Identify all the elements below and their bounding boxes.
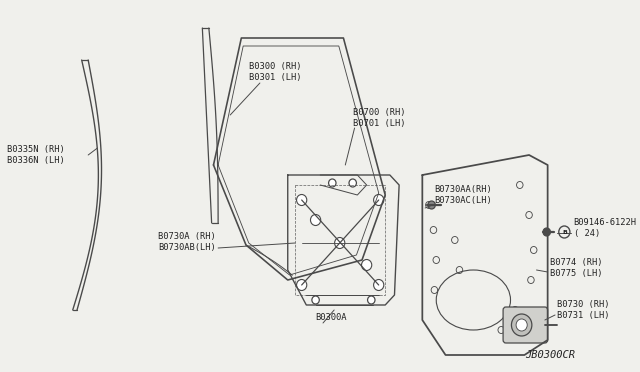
Circle shape bbox=[310, 215, 321, 225]
Text: B0730 (RH)
B0731 (LH): B0730 (RH) B0731 (LH) bbox=[557, 300, 609, 320]
Text: B0300A: B0300A bbox=[316, 314, 347, 323]
Circle shape bbox=[428, 201, 435, 209]
Text: B0335N (RH)
B0336N (LH): B0335N (RH) B0336N (LH) bbox=[8, 145, 65, 165]
Circle shape bbox=[374, 279, 384, 291]
Text: B0730A (RH)
B0730AB(LH): B0730A (RH) B0730AB(LH) bbox=[158, 232, 216, 252]
Circle shape bbox=[362, 260, 372, 270]
Text: B0774 (RH)
B0775 (LH): B0774 (RH) B0775 (LH) bbox=[550, 258, 603, 278]
Circle shape bbox=[543, 228, 550, 236]
Text: B0700 (RH)
B0701 (LH): B0700 (RH) B0701 (LH) bbox=[353, 108, 405, 128]
Circle shape bbox=[296, 279, 307, 291]
Text: JB0300CR: JB0300CR bbox=[525, 350, 575, 360]
Text: B0300 (RH)
B0301 (LH): B0300 (RH) B0301 (LH) bbox=[249, 62, 301, 82]
Text: B09146-6122H
( 24): B09146-6122H ( 24) bbox=[573, 218, 637, 238]
Circle shape bbox=[511, 314, 532, 336]
Text: B: B bbox=[562, 230, 567, 234]
Text: B0730AA(RH)
B0730AC(LH): B0730AA(RH) B0730AC(LH) bbox=[435, 185, 492, 205]
Circle shape bbox=[374, 195, 384, 205]
FancyBboxPatch shape bbox=[503, 307, 548, 343]
Circle shape bbox=[335, 237, 345, 248]
Circle shape bbox=[328, 179, 336, 187]
Circle shape bbox=[296, 195, 307, 205]
Circle shape bbox=[367, 296, 375, 304]
Circle shape bbox=[312, 296, 319, 304]
Circle shape bbox=[349, 179, 356, 187]
Circle shape bbox=[516, 319, 527, 331]
